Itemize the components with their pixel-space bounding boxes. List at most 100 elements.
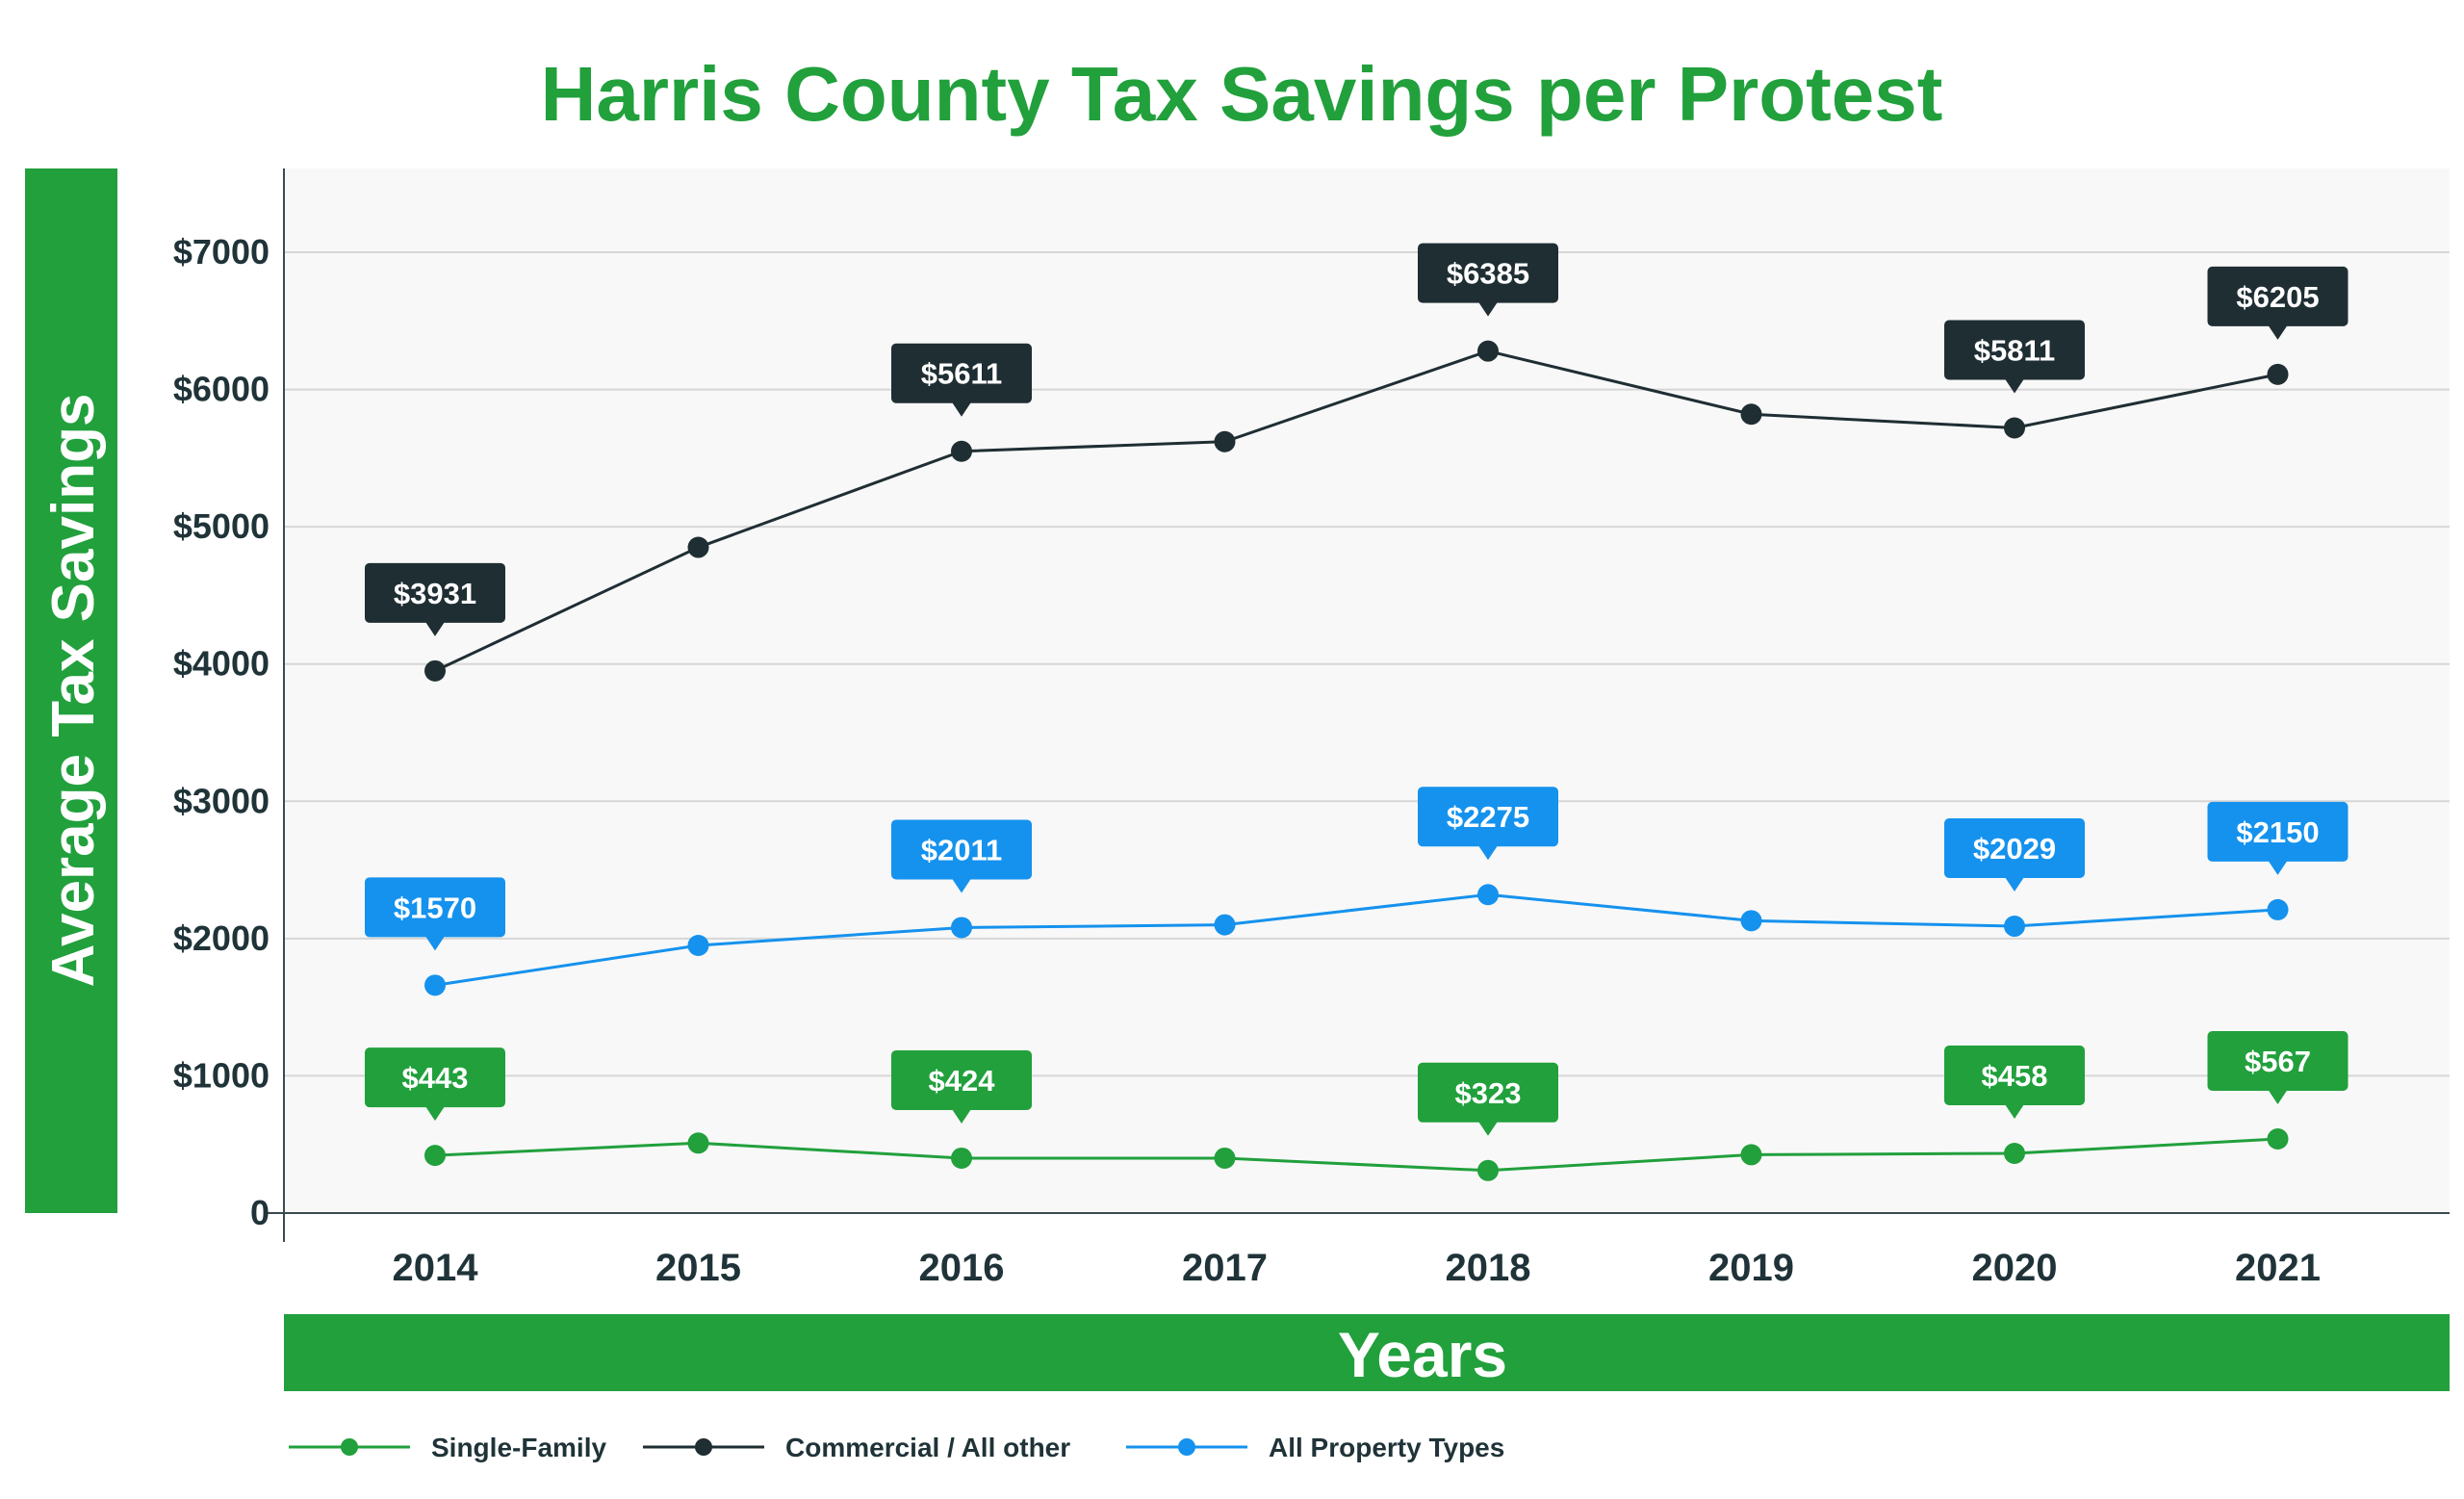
series-line-single-family (434, 1137, 2278, 1173)
data-label-box (1418, 787, 1558, 847)
y-ticks: 0 $1000 $2000 $3000 $4000 $5000 $6000 $7000 (173, 232, 270, 1232)
legend-swatch-marker (1178, 1438, 1195, 1456)
data-point-commercial-all-other (424, 659, 446, 682)
data-point-all-property-types (951, 917, 972, 939)
data-label: $2275 (1447, 800, 1529, 834)
series (424, 340, 2289, 1181)
data-label-pointer (1478, 301, 1498, 317)
data-point-commercial-all-other (1477, 340, 1499, 362)
data-label: $6385 (1447, 257, 1529, 291)
y-tick-label: $6000 (173, 370, 270, 409)
data-label-pointer (2268, 324, 2288, 340)
data-label-box (1944, 818, 2085, 879)
data-label-pointer (1478, 845, 1498, 861)
data-label-pointer (2268, 860, 2288, 875)
data-point-single-family (951, 1147, 972, 1169)
data-point-single-family (2004, 1142, 2025, 1164)
data-label-pointer (2005, 378, 2024, 394)
data-label: $567 (2245, 1045, 2311, 1078)
data-label-pointer (2005, 877, 2024, 892)
legend-label: Commercial / All other (785, 1433, 1070, 1462)
data-point-single-family (1214, 1147, 1236, 1169)
legend-label: Single-Family (431, 1433, 606, 1462)
data-point-commercial-all-other (687, 536, 709, 558)
data-point-single-family (424, 1145, 446, 1167)
plot-area (284, 168, 2450, 1213)
x-axis-label: Years (1338, 1319, 1507, 1390)
data-label-pointer (952, 878, 971, 893)
data-label-box (891, 819, 1032, 880)
data-point-commercial-all-other (951, 440, 972, 462)
data-label: $5611 (921, 357, 1003, 391)
y-tick-label: $5000 (173, 506, 270, 546)
legend-swatch-marker (341, 1438, 358, 1456)
y-tick-label: $1000 (173, 1055, 270, 1095)
data-label-box (891, 1049, 1032, 1110)
data-label: $5811 (1974, 333, 2056, 367)
data-point-single-family (1740, 1144, 1762, 1166)
data-point-all-property-types (1477, 884, 1499, 906)
legend: Single-Family Commercial / All other All P… (289, 1433, 1504, 1462)
data-label-pointer (1478, 1121, 1498, 1136)
data-point-all-property-types (687, 934, 709, 956)
legend-swatch-marker (695, 1438, 712, 1456)
data-label: $443 (402, 1061, 469, 1095)
series-line-commercial-all-other (434, 349, 2278, 673)
y-tick-label: $2000 (173, 918, 270, 958)
data-label-pointer (425, 1106, 445, 1122)
data-label: $424 (929, 1064, 996, 1098)
data-label-pointer (425, 936, 445, 951)
y-axis-label-band (25, 168, 117, 1213)
data-point-single-family (1477, 1159, 1499, 1181)
grid (284, 251, 2450, 1077)
data-point-all-property-types (1214, 914, 1236, 936)
data-point-all-property-types (1740, 910, 1762, 932)
data-label-box (365, 877, 505, 938)
data-point-commercial-all-other (2004, 417, 2025, 439)
x-tick-label: 2021 (2235, 1247, 2321, 1289)
data-label: $1570 (394, 891, 476, 924)
x-tick-label: 2018 (1446, 1247, 1531, 1289)
legend-label: All Property Types (1269, 1433, 1504, 1462)
data-label: $3931 (394, 577, 476, 610)
y-axis-label: Average Tax Savings (40, 394, 107, 988)
data-labels: $443 $424 $323 $458 $567 $3931 $5611 $6385 $5811… (365, 243, 2348, 1136)
y-tick-label: 0 (250, 1193, 270, 1232)
data-label-pointer (2268, 1090, 2288, 1105)
data-label: $323 (1455, 1076, 1522, 1110)
x-tick-label: 2014 (393, 1247, 479, 1289)
data-label: $458 (1982, 1059, 2048, 1093)
x-tick-label: 2017 (1182, 1247, 1268, 1289)
data-point-all-property-types (2004, 916, 2025, 938)
x-axis-label-band (284, 1314, 2450, 1391)
chart-title: Harris County Tax Savings per Protest (541, 51, 1943, 137)
data-label-box (2207, 1031, 2348, 1092)
x-tick-label: 2020 (1972, 1247, 2058, 1289)
data-point-commercial-all-other (1214, 430, 1236, 452)
data-point-commercial-all-other (1740, 403, 1762, 426)
axes (268, 168, 2450, 1242)
data-label-pointer (952, 401, 971, 417)
data-label-box (1418, 1062, 1558, 1123)
data-label: $2029 (1973, 832, 2056, 866)
data-label-box (2207, 801, 2348, 862)
data-label-pointer (425, 621, 445, 636)
data-point-single-family (2267, 1128, 2289, 1150)
data-label-box (365, 1047, 505, 1108)
series-line-all-property-types (434, 892, 2278, 987)
x-tick-label: 2019 (1708, 1247, 1794, 1289)
data-label: $2150 (2236, 815, 2319, 849)
data-label-box (1944, 320, 2085, 380)
data-label-box (1944, 1045, 2085, 1105)
data-point-single-family (687, 1132, 709, 1154)
y-tick-label: $3000 (173, 781, 270, 820)
data-label-box (2207, 266, 2348, 326)
data-point-all-property-types (424, 974, 446, 996)
data-label-pointer (2005, 1103, 2024, 1119)
data-label-box (365, 562, 505, 623)
x-tick-label: 2015 (655, 1247, 741, 1289)
data-label: $2011 (921, 833, 1003, 866)
data-label-box (891, 343, 1032, 403)
y-tick-label: $7000 (173, 232, 270, 271)
data-label-pointer (952, 1108, 971, 1124)
